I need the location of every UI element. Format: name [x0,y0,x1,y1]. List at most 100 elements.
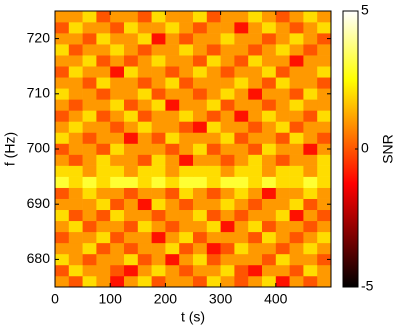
heatmap-cell [234,66,249,78]
heatmap-cell [151,264,166,277]
heatmap-cell [82,165,97,177]
heatmap-cell [165,44,180,56]
heatmap-cell [179,77,194,89]
heatmap-cell [206,22,221,34]
heatmap-cell [193,77,208,89]
heatmap-cell [206,77,221,89]
heatmap-cell [151,11,166,23]
heatmap-cell [110,143,125,155]
heatmap-cell [179,154,194,166]
heatmap-cell [137,242,152,255]
heatmap-cell [275,231,290,244]
heatmap-cell [96,165,111,177]
heatmap-cell [206,132,221,144]
heatmap-cell [82,220,97,233]
heatmap-cell [124,275,139,288]
heatmap-cell [206,253,221,266]
heatmap-cell [110,264,125,277]
heatmap-cell [96,121,111,133]
heatmap-cell [234,220,249,233]
heatmap-cell [124,253,139,266]
y-axis-label: f (Hz) [2,132,18,166]
heatmap-cell [68,132,83,144]
heatmap-cell [248,99,263,111]
heatmap-cell [262,176,277,188]
heatmap-cell [193,176,208,188]
heatmap-cell [275,110,290,122]
heatmap-cell [303,110,318,122]
heatmap-cell [68,22,83,34]
heatmap-cell [110,165,125,177]
heatmap-cell [193,253,208,266]
colorbar-tick-label: -5 [361,278,374,294]
heatmap-cell [317,275,332,288]
heatmap-cell [151,209,166,222]
heatmap-cell [248,220,263,233]
heatmap-cell [165,22,180,34]
heatmap-cell [206,264,221,277]
heatmap-cell [303,176,318,188]
heatmap-cell [179,275,194,288]
heatmap-cell [234,231,249,244]
heatmap-cell [303,264,318,277]
heatmap-cell [82,99,97,111]
heatmap-cell [137,209,152,222]
x-axis-label: t (s) [181,309,205,325]
heatmap-cell [303,253,318,266]
heatmap-cell [193,66,208,78]
heatmap-cell [110,198,125,211]
heatmap-cell [275,22,290,34]
heatmap-cell [96,220,111,233]
x-tick-label: 400 [264,291,288,307]
heatmap-cell [289,275,304,288]
heatmap-cell [317,165,332,177]
heatmap-cell [234,44,249,56]
heatmap-cell [262,132,277,144]
heatmap-cell [137,33,152,45]
heatmap-cell [165,121,180,133]
heatmap-cell [55,99,70,111]
heatmap-cell [317,264,332,277]
heatmap-cell [151,121,166,133]
heatmap-cell [248,44,263,56]
heatmap-cell [317,231,332,244]
heatmap-cell [248,154,263,166]
heatmap-cell [96,187,111,199]
heatmap-cell [82,121,97,133]
heatmap-cell [220,275,235,288]
heatmap-cell [165,176,180,188]
heatmap-cell [68,154,83,166]
heatmap-cell [193,11,208,23]
heatmap-cell [220,264,235,277]
heatmap-cell [82,198,97,211]
heatmap-cell [68,220,83,233]
heatmap-cell [55,176,70,188]
heatmap-cell [262,143,277,155]
heatmap-cell [96,99,111,111]
heatmap-cell [124,77,139,89]
heatmap-cell [110,77,125,89]
heatmap-cell [303,231,318,244]
heatmap-cell [262,187,277,199]
heatmap-cell [124,187,139,199]
heatmap-cell [193,187,208,199]
heatmap-cell [55,121,70,133]
heatmap-cell [68,77,83,89]
heatmap-cell [151,55,166,67]
heatmap-cell [317,121,332,133]
heatmap-cell [248,253,263,266]
heatmap-cell [55,143,70,155]
heatmap-cell [262,165,277,177]
heatmap-cell [234,88,249,100]
heatmap-cell [317,209,332,222]
heatmap-cell [248,242,263,255]
heatmap-cell [137,253,152,266]
heatmap-cell [124,220,139,233]
heatmap-cell [289,231,304,244]
heatmap-cell [317,66,332,78]
heatmap-cell [165,132,180,144]
heatmap-cell [275,220,290,233]
heatmap-cell [275,77,290,89]
heatmap-cell [55,209,70,222]
